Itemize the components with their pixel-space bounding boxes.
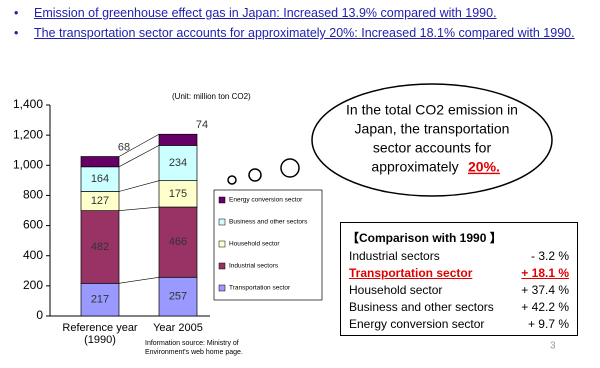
legend-swatch [218, 284, 226, 292]
y-tick-label: 800 [23, 188, 43, 202]
legend-swatch [218, 218, 226, 226]
row-label: Energy conversion sector [349, 317, 485, 331]
legend-label: Household sector [229, 241, 280, 248]
series-connector [118, 180, 160, 192]
bar-segment [158, 276, 198, 317]
row-value: + 18.1 % [521, 266, 569, 280]
table-row: Business and other sectors + 42.2 % [341, 299, 577, 316]
data-label: 68 [118, 141, 130, 153]
table-title: 【Comparison with 1990 】 [347, 231, 502, 245]
source: Environment's web home page. [145, 349, 243, 356]
table-row: Household sector + 37.4 % [341, 282, 577, 299]
bullet-text[interactable]: The transportation sector accounts for a… [34, 26, 575, 40]
legend-swatch [218, 240, 226, 248]
comparison-table: 【Comparison with 1990 】 Industrial secto… [340, 222, 578, 336]
x-tick-label: Year 2005 [153, 322, 203, 334]
legend-swatch [218, 262, 226, 270]
x-tick-label: Reference year (1990) [62, 322, 138, 346]
data-label: 217 [91, 294, 109, 306]
y-tick-label: 1,200 [13, 127, 43, 141]
series-connector [118, 206, 160, 211]
row-label: Household sector [349, 283, 443, 297]
series-connector [118, 133, 160, 157]
data-label: 127 [91, 195, 109, 207]
series-connector [118, 276, 160, 284]
thought-bubble [227, 83, 553, 197]
bubble-highlight: 20%. [468, 159, 500, 175]
y-tick-label: 1,400 [13, 97, 43, 111]
y-tick-label: 0 [36, 308, 43, 322]
row-label: Transportation sector [349, 266, 473, 280]
bar-segment [158, 206, 198, 278]
bar-segment [80, 156, 120, 168]
legend-label: Business and other sectors [229, 219, 308, 226]
data-label: 175 [169, 188, 187, 200]
bar-segment [80, 210, 120, 284]
table-row: Energy conversion sector + 9.7 % [341, 316, 577, 333]
bubble-text: Japan, the transportation [355, 121, 510, 137]
row-value: + 9.7 % [527, 317, 569, 331]
bullet: • The transportation sector accounts for … [14, 26, 594, 40]
bar-segment [158, 145, 198, 182]
bar-segment [158, 180, 198, 208]
bar-segment [158, 133, 198, 146]
data-label: 164 [91, 173, 109, 185]
source: Information source: Ministry of [145, 340, 239, 347]
y-tick-label: 600 [23, 218, 43, 232]
data-label: 482 [91, 241, 109, 253]
data-label: 74 [196, 119, 208, 131]
table-row: Industrial sectors - 3.2 % [341, 248, 577, 265]
page-number: 3 [550, 341, 556, 352]
bubble-text: In the total CO2 emission in [346, 102, 518, 118]
legend-box [213, 189, 323, 301]
row-label: Business and other sectors [349, 300, 494, 314]
data-label: 257 [169, 291, 187, 303]
y-tick-label: 200 [23, 278, 43, 292]
bar-segment [80, 282, 120, 317]
bar-segment [80, 166, 120, 192]
y-tick-label: 1,000 [13, 157, 43, 171]
y-tick-label: 400 [23, 248, 43, 262]
legend-label: Energy conversion sector [229, 197, 303, 204]
table-row: Transportation sector + 18.1 % [341, 265, 577, 282]
legend-label: Industrial sectors [229, 263, 279, 270]
row-value: - 3.2 % [530, 249, 569, 263]
row-label: Industrial sectors [349, 249, 440, 263]
legend-swatch [218, 196, 226, 204]
data-label: 466 [169, 236, 187, 248]
data-label: 234 [169, 157, 187, 169]
legend-label: Transportation sector [229, 285, 291, 292]
bubble-text: approximately [371, 159, 458, 175]
row-value: + 42.2 % [521, 300, 569, 314]
bullet: • Emission of greenhouse effect gas in Ja… [14, 6, 594, 20]
unit-note: (Unit: million ton CO2) [172, 92, 251, 101]
series-connector [118, 145, 160, 168]
row-value: + 37.4 % [521, 283, 569, 297]
bubble-text: sector accounts for [373, 140, 492, 156]
bullet-text[interactable]: Emission of greenhouse effect gas in Jap… [34, 6, 497, 20]
